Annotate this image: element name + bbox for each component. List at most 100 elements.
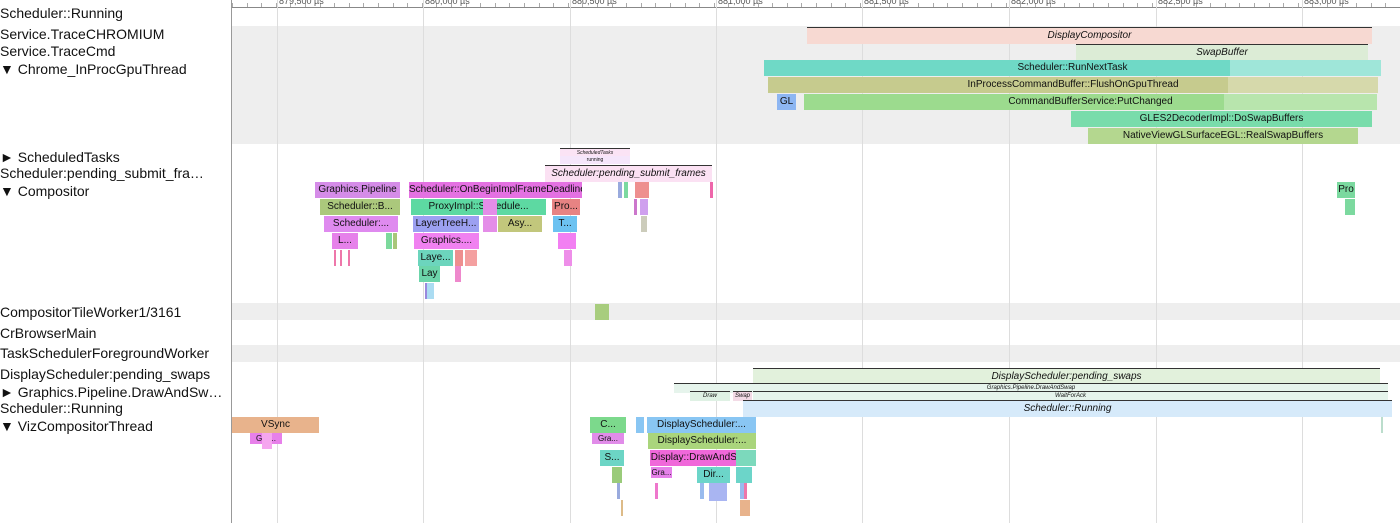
trace-slice[interactable]: WaitForAck [753,391,1388,401]
track-label[interactable]: ▼ VizCompositorThread [0,418,153,434]
trace-slice[interactable]: Graphics.... [414,233,479,249]
trace-slice[interactable] [736,450,756,466]
trace-slice[interactable]: InProcessCommandBuffer::FlushOnGpuThread [768,77,1378,93]
trace-slice[interactable]: Scheduler::RunNextTask [764,60,1381,76]
trace-slice[interactable] [483,199,497,215]
trace-slice[interactable] [1228,77,1378,93]
trace-slice[interactable] [618,182,622,198]
trace-slice[interactable]: Scheduler::OnBeginImplFrameDeadline [409,182,582,198]
trace-slice[interactable] [1345,199,1355,215]
trace-slice[interactable] [744,483,747,499]
trace-slice[interactable]: GLES2DecoderImpl::DoSwapBuffers [1071,111,1372,127]
trace-slice[interactable]: Swap [733,391,752,401]
trace-slice[interactable] [595,304,609,320]
trace-slice[interactable] [455,250,463,266]
trace-slice[interactable]: Scheduler::Running [743,400,1392,417]
trace-slice[interactable] [465,250,477,266]
track-label[interactable]: Scheduler:pending_submit_fra… [0,165,204,181]
ruler-minor-tick [407,3,408,7]
grid-line [862,0,863,523]
trace-slice[interactable]: NativeViewGLSurfaceEGL::RealSwapBuffers [1088,128,1358,144]
trace-slice[interactable] [426,283,434,299]
trace-slice[interactable]: C... [590,417,626,433]
track-label[interactable]: CompositorTileWorker1/3161 [0,304,182,320]
trace-slice[interactable] [700,483,704,499]
trace-slice[interactable]: Scheduler::B... [320,199,400,215]
trace-slice[interactable]: DisplayScheduler:... [647,417,756,433]
trace-slice[interactable] [640,199,648,215]
trace-slice[interactable] [1224,94,1377,110]
trace-slice[interactable]: Gra... [592,433,624,444]
trace-slice[interactable] [635,182,649,198]
trace-slice[interactable] [624,182,628,198]
trace-slice[interactable] [558,233,576,249]
trace-slice[interactable]: L... [332,233,358,249]
trace-slice[interactable] [483,216,497,232]
trace-slice[interactable]: GL [777,94,796,110]
trace-slice[interactable] [612,467,622,483]
trace-slice[interactable] [425,283,427,299]
trace-slice[interactable]: VSync [232,417,319,433]
trace-slice[interactable]: Laye... [418,250,453,266]
trace-slice[interactable] [455,266,461,282]
trace-slice[interactable] [334,250,336,266]
track-label[interactable]: ▼ Chrome_InProcGpuThread [0,61,187,77]
trace-slice[interactable]: LayerTreeH... [413,216,479,232]
trace-slice[interactable]: Lay [419,266,440,282]
track-label[interactable]: Service.TraceCHROMIUM [0,26,165,42]
trace-slice[interactable]: T... [553,216,577,232]
track-label[interactable]: Scheduler::Running [0,5,123,21]
trace-slice[interactable] [740,500,750,516]
trace-slice[interactable]: Asy... [498,216,542,232]
trace-slice[interactable] [740,483,744,499]
trace-slice[interactable]: DisplayCompositor [807,27,1372,44]
trace-slice[interactable] [340,250,342,266]
ruler-minor-tick [524,3,525,7]
trace-slice[interactable]: ProxyImpl::Schedule... [411,199,546,215]
track-label[interactable]: CrBrowserMain [0,325,97,341]
trace-slice[interactable]: SwapBuffer [1076,44,1368,61]
trace-slice[interactable] [710,182,713,198]
track-label[interactable]: TaskSchedulerForegroundWorker [0,345,210,361]
trace-slice[interactable] [621,500,623,516]
trace-slice[interactable] [634,199,637,215]
trace-slice[interactable] [393,233,397,249]
trace-slice[interactable]: Gra... [651,467,672,478]
trace-slice[interactable]: Graphics.Pipeline [315,182,400,198]
trace-slice[interactable]: DisplayScheduler:... [648,433,756,449]
trace-slice[interactable]: Draw [690,391,730,401]
trace-slice[interactable]: Scheduler:pending_submit_frames [545,165,712,182]
ruler-minor-tick [1342,3,1343,7]
trace-slice[interactable] [1230,60,1381,76]
track-label[interactable]: ▼ Compositor [0,183,90,199]
ruler-minor-tick [1371,3,1372,7]
trace-slice[interactable]: Pro [1337,182,1355,198]
trace-slice[interactable]: S... [600,450,624,466]
trace-slice[interactable] [709,483,727,501]
trace-slice[interactable] [262,433,272,449]
trace-slice[interactable]: Display::DrawAndSwap [650,450,756,466]
trace-slice[interactable]: Dir... [697,467,730,483]
trace-slice[interactable] [348,250,350,266]
trace-slice[interactable] [641,216,647,232]
ruler-tick-label: 883,000 µs [1304,0,1349,6]
trace-slice[interactable] [564,250,572,266]
trace-slice[interactable] [617,483,620,499]
track-label[interactable]: DisplayScheduler:pending_swaps [0,366,211,382]
trace-slice[interactable] [1381,417,1383,433]
trace-slice[interactable]: Scheduler:... [324,216,398,232]
trace-slice[interactable] [736,467,752,483]
trace-slice[interactable] [655,483,658,499]
trace-slice[interactable]: ScheduledTasks [560,148,630,157]
trace-slice[interactable]: DisplayScheduler:pending_swaps [753,368,1380,385]
trace-slice[interactable]: Graphics.Pipeline.DrawAndSwap [674,383,1388,393]
track-label[interactable]: ► Graphics.Pipeline.DrawAndSw… [0,384,223,400]
trace-slice[interactable] [386,233,392,249]
track-label[interactable]: Service.TraceCmd [0,43,116,59]
trace-slice[interactable]: Pro... [552,199,580,215]
trace-slice[interactable]: running [560,156,630,164]
track-label[interactable]: Scheduler::Running [0,400,123,416]
track-label[interactable]: ► ScheduledTasks [0,149,120,165]
ruler-minor-tick [874,3,875,7]
trace-slice[interactable] [636,417,644,433]
